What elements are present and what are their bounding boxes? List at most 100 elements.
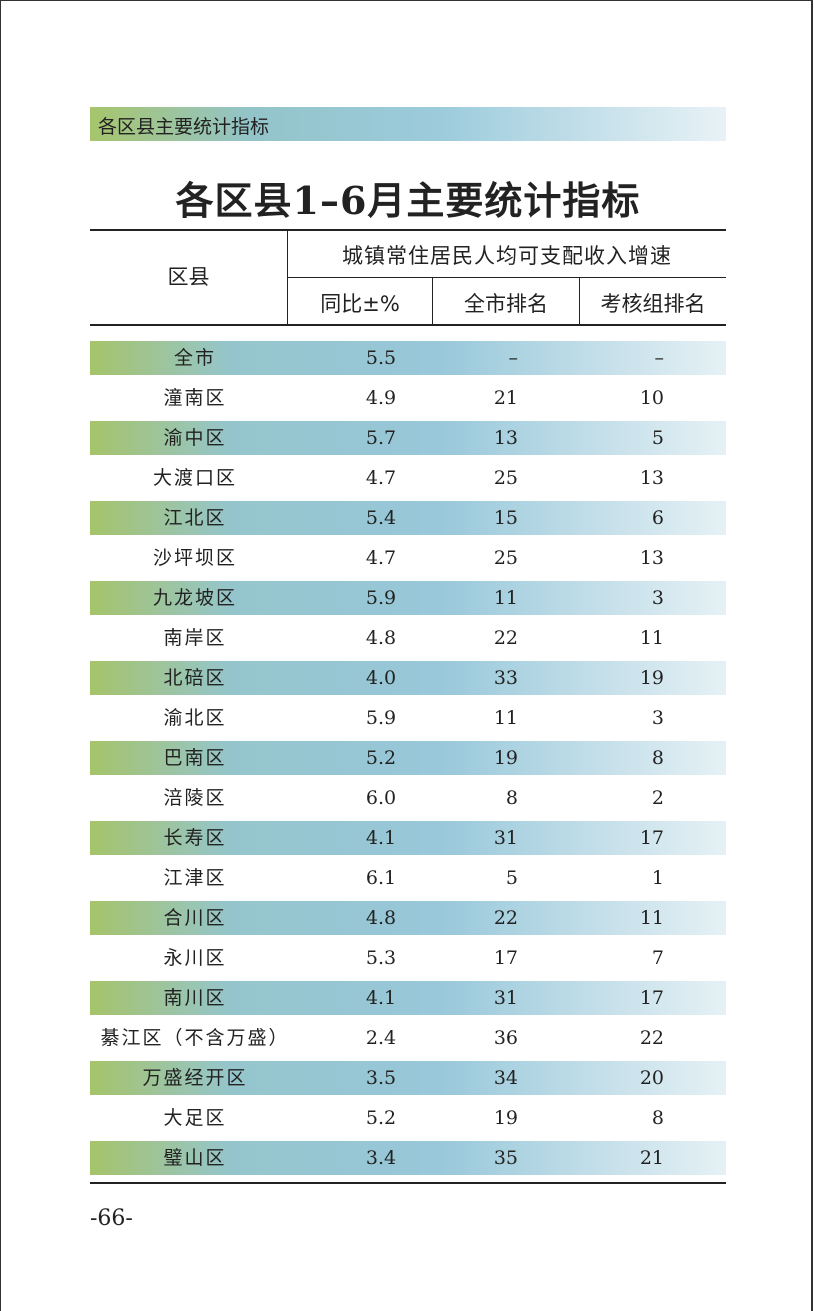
group-rank-cell: 20: [639, 1067, 664, 1089]
column-header: 区县: [167, 265, 210, 289]
growth-cell: 5.4: [365, 507, 397, 529]
city-rank-cell: 22: [493, 907, 518, 929]
page-border: [811, 0, 813, 1311]
row-shading: [90, 501, 726, 535]
table-rule: [90, 1182, 726, 1184]
growth-cell: 4.0: [365, 667, 397, 689]
section-title: 各区县主要统计指标: [98, 116, 270, 138]
group-rank-cell: 8: [651, 1107, 664, 1129]
group-rank-cell: 3: [651, 707, 664, 729]
city-rank-cell: 17: [493, 947, 518, 969]
page-number: -66-: [90, 1206, 133, 1231]
city-rank-cell: 8: [505, 787, 518, 809]
city-rank-cell: 35: [493, 1147, 518, 1169]
city-rank-cell: 36: [493, 1027, 518, 1049]
growth-cell: 5.9: [365, 707, 397, 729]
growth-cell: 4.9: [365, 387, 397, 409]
city-rank-cell: 13: [493, 427, 518, 449]
growth-cell: 6.1: [365, 867, 397, 889]
city-rank-cell: 31: [493, 987, 518, 1009]
growth-cell: 2.4: [365, 1027, 397, 1049]
column-header: 考核组排名: [600, 292, 706, 316]
row-shading: [90, 1141, 726, 1175]
district-cell: 江津区: [163, 867, 227, 889]
table-rule: [287, 231, 288, 325]
district-cell: 合川区: [163, 907, 227, 929]
city-rank-cell: 25: [493, 467, 518, 489]
city-rank-cell: 11: [493, 707, 518, 729]
city-rank-cell: –: [508, 347, 519, 369]
row-shading: [90, 741, 726, 775]
group-rank-cell: 11: [639, 907, 664, 929]
district-cell: 永川区: [163, 947, 227, 969]
column-header: 全市排名: [464, 292, 548, 316]
row-shading: [90, 901, 726, 935]
growth-cell: 4.8: [365, 907, 397, 929]
city-rank-cell: 19: [493, 747, 518, 769]
group-rank-cell: 5: [651, 427, 664, 449]
district-cell: 涪陵区: [163, 787, 227, 809]
table-rule: [432, 278, 433, 325]
city-rank-cell: 5: [505, 867, 518, 889]
district-cell: 沙坪坝区: [152, 547, 237, 569]
growth-cell: 4.1: [365, 987, 397, 1009]
growth-cell: 3.4: [365, 1147, 397, 1169]
district-cell: 九龙坡区: [152, 587, 237, 609]
page-border: [0, 0, 812, 1]
row-shading: [90, 341, 726, 375]
district-cell: 江北区: [163, 507, 227, 529]
row-shading: [90, 421, 726, 455]
city-rank-cell: 15: [493, 507, 518, 529]
district-cell: 渝中区: [163, 427, 227, 449]
group-rank-cell: 13: [639, 467, 664, 489]
growth-cell: 4.8: [365, 627, 397, 649]
group-rank-cell: 17: [639, 987, 664, 1009]
row-shading: [90, 581, 726, 615]
column-group-header: 城镇常住居民人均可支配收入增速: [342, 244, 672, 268]
group-rank-cell: 1: [651, 867, 664, 889]
section-banner: 各区县主要统计指标: [90, 107, 726, 141]
district-cell: 全市: [173, 347, 216, 369]
growth-cell: 4.1: [365, 827, 397, 849]
district-cell: 綦江区（不含万盛）: [100, 1027, 290, 1049]
district-cell: 大足区: [163, 1107, 227, 1129]
growth-cell: 3.5: [365, 1067, 397, 1089]
district-cell: 渝北区: [163, 707, 227, 729]
growth-cell: 5.9: [365, 587, 397, 609]
city-rank-cell: 22: [493, 627, 518, 649]
growth-cell: 4.7: [365, 547, 397, 569]
group-rank-cell: 11: [639, 627, 664, 649]
growth-cell: 5.2: [365, 747, 397, 769]
group-rank-cell: 17: [639, 827, 664, 849]
page-border: [0, 0, 1, 1311]
district-cell: 长寿区: [163, 827, 227, 849]
table-rule: [90, 229, 726, 231]
group-rank-cell: 2: [651, 787, 664, 809]
district-cell: 南岸区: [163, 627, 227, 649]
row-shading: [90, 1061, 726, 1095]
city-rank-cell: 21: [493, 387, 518, 409]
group-rank-cell: 10: [639, 387, 664, 409]
table-title: 各区县1–6月主要统计指标: [175, 178, 641, 223]
city-rank-cell: 34: [493, 1067, 518, 1089]
group-rank-cell: 8: [651, 747, 664, 769]
table-rule: [288, 277, 726, 278]
city-rank-cell: 25: [493, 547, 518, 569]
table-rule: [90, 324, 726, 326]
row-shading: [90, 661, 726, 695]
city-rank-cell: 33: [493, 667, 518, 689]
group-rank-cell: 3: [651, 587, 664, 609]
city-rank-cell: 11: [493, 587, 518, 609]
district-cell: 巴南区: [163, 747, 227, 769]
growth-cell: 4.7: [365, 467, 397, 489]
district-cell: 潼南区: [163, 387, 227, 409]
growth-cell: 5.5: [365, 347, 397, 369]
group-rank-cell: 7: [651, 947, 664, 969]
city-rank-cell: 19: [493, 1107, 518, 1129]
group-rank-cell: 21: [639, 1147, 664, 1169]
growth-cell: 5.2: [365, 1107, 397, 1129]
district-cell: 万盛经开区: [142, 1067, 248, 1089]
row-shading: [90, 821, 726, 855]
row-shading: [90, 981, 726, 1015]
